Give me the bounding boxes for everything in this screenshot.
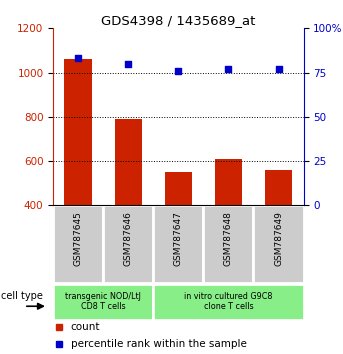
Point <box>226 66 231 72</box>
Text: count: count <box>71 322 100 332</box>
Point <box>126 61 131 67</box>
Bar <box>153 284 304 320</box>
Bar <box>215 159 242 205</box>
Bar <box>115 119 142 205</box>
Bar <box>153 205 203 283</box>
Bar <box>64 59 92 205</box>
Text: GSM787646: GSM787646 <box>124 212 133 267</box>
Bar <box>53 284 153 320</box>
Bar <box>203 205 253 283</box>
Point <box>176 68 181 74</box>
Point <box>75 56 81 61</box>
Text: GSM787647: GSM787647 <box>174 212 183 267</box>
Bar <box>103 205 153 283</box>
Text: GSM787645: GSM787645 <box>74 212 83 267</box>
Text: GSM787648: GSM787648 <box>224 212 233 267</box>
Text: in vitro cultured G9C8
clone T cells: in vitro cultured G9C8 clone T cells <box>184 292 273 312</box>
Text: GSM787649: GSM787649 <box>274 212 283 267</box>
Bar <box>265 170 292 205</box>
Bar <box>165 172 192 205</box>
Bar <box>53 205 103 283</box>
Bar <box>253 205 304 283</box>
Text: percentile rank within the sample: percentile rank within the sample <box>71 339 247 349</box>
Title: GDS4398 / 1435689_at: GDS4398 / 1435689_at <box>101 14 256 27</box>
Text: cell type: cell type <box>1 291 43 301</box>
Point <box>276 66 281 72</box>
Text: transgenic NOD/LtJ
CD8 T cells: transgenic NOD/LtJ CD8 T cells <box>65 292 141 312</box>
